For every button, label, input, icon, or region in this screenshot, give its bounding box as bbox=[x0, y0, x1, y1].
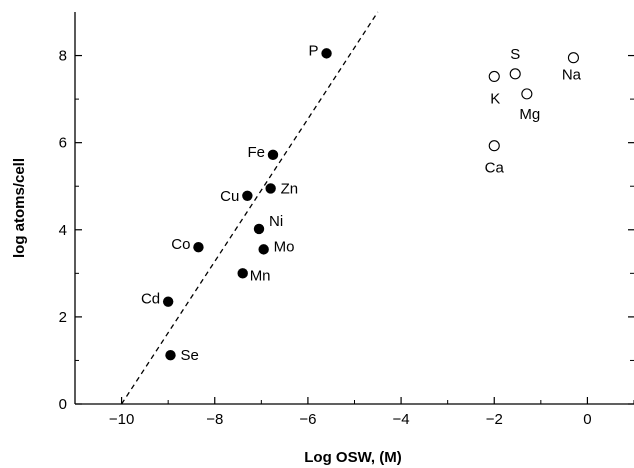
point-label-zn: Zn bbox=[281, 180, 299, 197]
point-label-mo: Mo bbox=[274, 238, 295, 255]
x-tick-label: −10 bbox=[109, 411, 134, 428]
x-tick-label: 0 bbox=[583, 411, 591, 428]
plot-frame bbox=[74, 12, 634, 405]
y-tick-label: 0 bbox=[59, 396, 67, 413]
x-tick-label: −8 bbox=[206, 411, 223, 428]
data-point-mo bbox=[258, 244, 269, 255]
x-tick-label: −4 bbox=[393, 411, 410, 428]
y-tick-label: 2 bbox=[59, 309, 67, 326]
data-point-fe bbox=[267, 149, 279, 161]
point-label-fe: Fe bbox=[247, 144, 265, 161]
data-point-ca bbox=[488, 140, 500, 152]
x-axis-title: Log OSW, (M) bbox=[304, 449, 401, 466]
x-tick-label: −2 bbox=[486, 411, 503, 428]
data-points bbox=[162, 48, 579, 361]
data-point-na bbox=[567, 52, 579, 64]
data-point-se bbox=[165, 350, 176, 361]
data-point-co bbox=[193, 242, 204, 253]
point-label-mg: Mg bbox=[519, 106, 540, 123]
point-label-s: S bbox=[510, 46, 520, 63]
point-label-na: Na bbox=[562, 67, 582, 84]
point-label-cd: Cd bbox=[141, 291, 160, 308]
data-point-mg bbox=[521, 88, 533, 100]
data-point-p bbox=[321, 48, 332, 59]
x-tick-label: −6 bbox=[299, 411, 316, 428]
data-point-cu bbox=[242, 190, 253, 202]
y-axis-title: log atoms/cell bbox=[11, 158, 28, 258]
data-point-s bbox=[509, 68, 521, 80]
y-tick-label: 4 bbox=[59, 222, 67, 239]
data-point-mn bbox=[237, 268, 248, 279]
fit-line-group bbox=[121, 11, 379, 405]
point-label-p: P bbox=[309, 42, 319, 59]
y-tick-label: 8 bbox=[59, 48, 67, 65]
y-tick-label: 6 bbox=[59, 135, 67, 152]
data-point-zn bbox=[265, 183, 276, 194]
point-label-cu: Cu bbox=[220, 188, 239, 205]
data-point-ni bbox=[253, 223, 265, 235]
axis-ticks: −10 −8 −6 −4 −2 0 0 2 4 6 8 bbox=[59, 48, 634, 428]
point-label-ca: Ca bbox=[485, 160, 505, 177]
data-point-k bbox=[488, 70, 500, 83]
point-label-co: Co bbox=[171, 236, 190, 253]
point-label-se: Se bbox=[180, 347, 198, 364]
fit-line bbox=[121, 11, 379, 405]
point-label-k: K bbox=[490, 90, 500, 107]
point-label-ni: Ni bbox=[269, 213, 283, 230]
point-label-mn: Mn bbox=[250, 267, 271, 284]
data-point-cd bbox=[162, 296, 174, 307]
